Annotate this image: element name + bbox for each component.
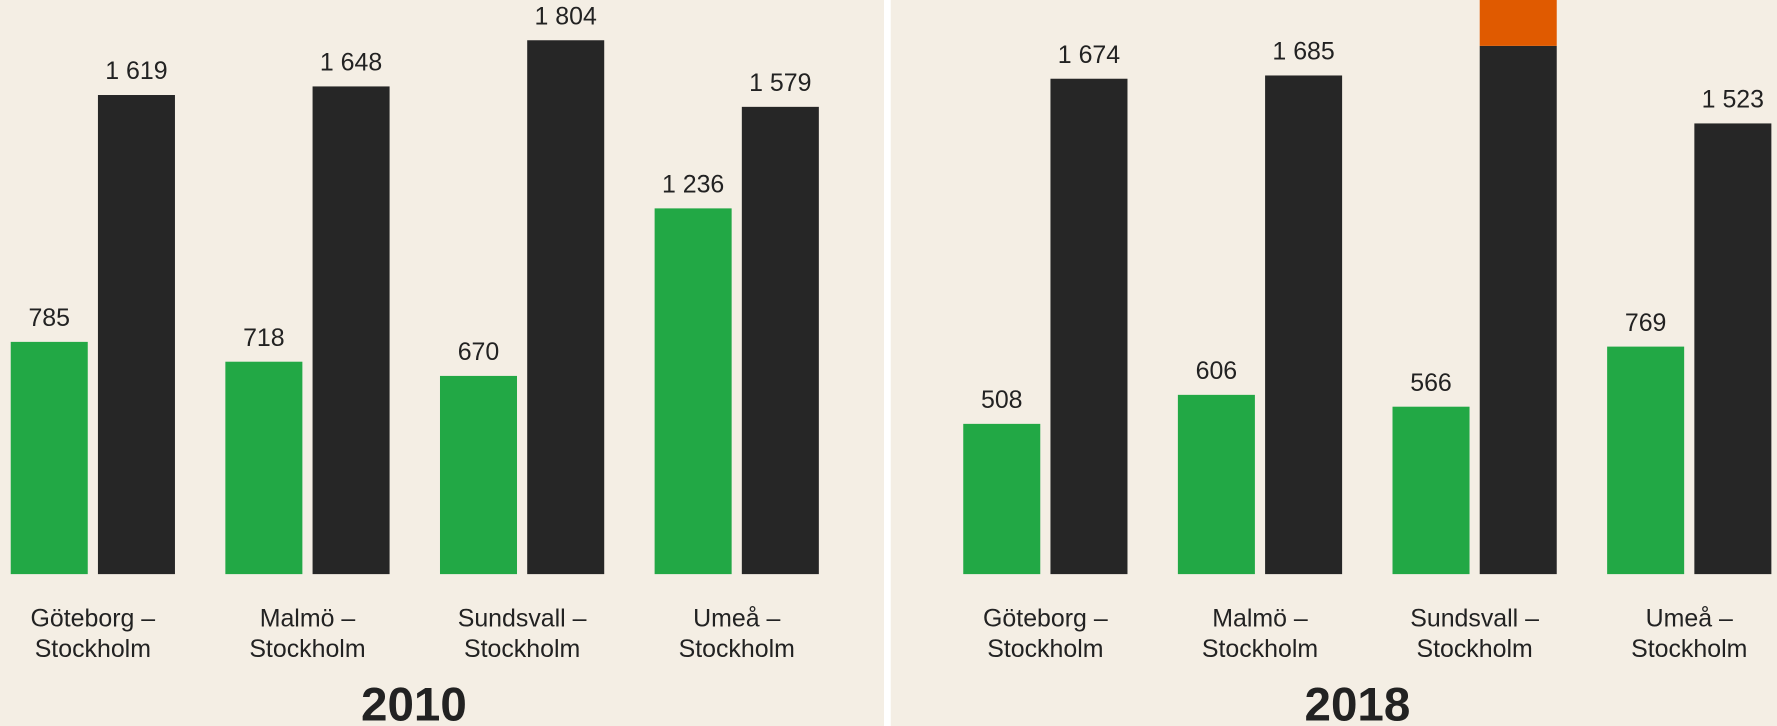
value-label: 566 bbox=[1410, 369, 1452, 397]
value-label: 508 bbox=[981, 386, 1023, 414]
bar bbox=[1177, 394, 1255, 575]
value-label: 670 bbox=[458, 338, 500, 366]
value-label: 785 bbox=[28, 304, 70, 332]
bar bbox=[1392, 406, 1470, 575]
bar bbox=[1479, 45, 1557, 575]
bar bbox=[225, 361, 303, 575]
value-label: 1 648 bbox=[320, 49, 382, 77]
bar bbox=[97, 95, 175, 575]
value-label: 769 bbox=[1625, 309, 1667, 337]
value-label: 1 674 bbox=[1058, 41, 1120, 69]
value-label: 1 579 bbox=[749, 69, 811, 97]
bar bbox=[654, 208, 732, 575]
bar bbox=[1479, 0, 1557, 46]
x-tick-label: Sundsvall – Stockholm bbox=[1410, 604, 1539, 663]
bar bbox=[1694, 123, 1772, 575]
x-tick-label: Göteborg – Stockholm bbox=[31, 604, 156, 663]
x-tick-label: Sundsvall – Stockholm bbox=[458, 604, 587, 663]
plot bbox=[10, 40, 819, 575]
value-label: 1 523 bbox=[1702, 86, 1764, 114]
bar bbox=[1607, 346, 1685, 575]
bar bbox=[963, 423, 1041, 575]
bar bbox=[741, 106, 819, 575]
x-tick-label: Malmö – Stockholm bbox=[1202, 604, 1318, 663]
bar bbox=[1050, 78, 1128, 575]
divider bbox=[883, 0, 891, 726]
bar bbox=[10, 341, 88, 575]
plot bbox=[963, 0, 1772, 575]
value-label: 1 236 bbox=[662, 171, 724, 199]
bar bbox=[312, 86, 390, 575]
x-tick-label: Umeå – Stockholm bbox=[679, 604, 795, 663]
value-label: 606 bbox=[1196, 357, 1238, 385]
x-tick-label: Malmö – Stockholm bbox=[249, 604, 365, 663]
value-label: 718 bbox=[243, 324, 285, 352]
chart-title: 2010 bbox=[361, 678, 467, 726]
value-label: 1 685 bbox=[1272, 38, 1334, 66]
bar bbox=[439, 375, 518, 575]
value-label: 1 619 bbox=[105, 57, 167, 85]
bar bbox=[527, 40, 605, 575]
value-label: 1 804 bbox=[535, 2, 597, 30]
chart-title: 2018 bbox=[1305, 678, 1411, 726]
bar bbox=[1265, 75, 1343, 575]
x-tick-label: Göteborg – Stockholm bbox=[983, 604, 1108, 663]
x-tick-label: Umeå – Stockholm bbox=[1631, 604, 1747, 663]
